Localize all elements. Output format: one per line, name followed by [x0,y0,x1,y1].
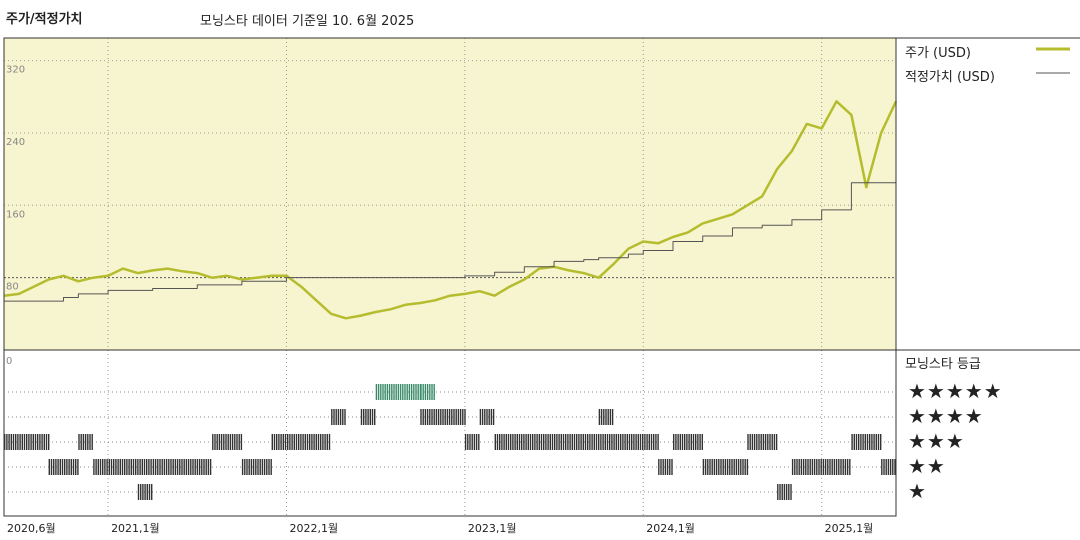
rating-period-1-star [137,484,153,500]
legend-price-label: 주가 (USD) [905,46,971,61]
rating-row-5: ★★★★★ [908,379,1003,403]
rating-period-2-star [152,459,212,475]
rating-period-2-star [702,459,749,475]
rating-row-1: ★ [908,479,927,503]
rating-period-5-star [420,384,435,400]
rating-period-2-star [791,459,851,475]
legend-price: 주가 (USD) [905,42,971,61]
data-date-note: 모닝스타 데이터 기준일 10. 6월 2025 [200,14,415,29]
rating-row-3: ★★★ [908,429,965,453]
rating-period-3-star [212,434,243,450]
x-tick-label: 2021,1월 [111,522,160,535]
rating-period-2-star [881,459,896,475]
legend-swatches [1036,47,1070,74]
legend-fair-label: 적정가치 (USD) [905,70,995,85]
y-tick-label: 320 [6,65,25,76]
y-tick-label: 160 [6,209,25,220]
rating-period-3-star [851,434,882,450]
rating-period-3-star [271,434,331,450]
x-tick-label: 2023,1월 [468,522,517,535]
price-series-line [3,100,898,320]
rating-period-4-star [479,409,495,425]
rating-period-5-star [375,384,422,400]
rating-period-4-star [420,409,466,425]
rating-period-3-star [4,434,50,450]
x-tick-label: 2024,1월 [646,522,695,535]
rating-period-4-star [360,409,376,425]
x-tick-label: 2020,6월 [7,522,56,535]
rating-period-1-star [777,484,792,500]
x-tick-label: 2025,1월 [825,522,874,535]
chart-title: 주가/적정가치 [6,12,83,27]
rating-panel-title: 모닝스타 등급 [905,357,981,372]
rating-period-2-star [658,459,673,475]
rating-period-2-star [93,459,152,475]
rating-period-3-star [673,434,703,450]
rating-period-3-star [747,434,778,450]
rating-period-3-star [494,434,659,450]
rating-period-3-star [78,434,93,450]
plot-background [4,38,896,350]
fair-value-series-line [4,169,897,302]
rating-period-3-star [464,434,480,450]
x-tick-label: 2022,1월 [289,522,338,535]
rating-period-2-star [241,459,272,475]
rating-row-4: ★★★★ [908,404,984,428]
y-tick-label: 80 [6,282,19,293]
y-tick-label: 0 [6,356,12,367]
rating-period-2-star [48,459,79,475]
y-tick-label: 240 [6,137,25,148]
legend-fair-value: 적정가치 (USD) [905,66,995,85]
rating-row-2: ★★ [908,454,946,478]
rating-period-4-star [331,409,346,425]
rating-period-4-star [598,409,614,425]
